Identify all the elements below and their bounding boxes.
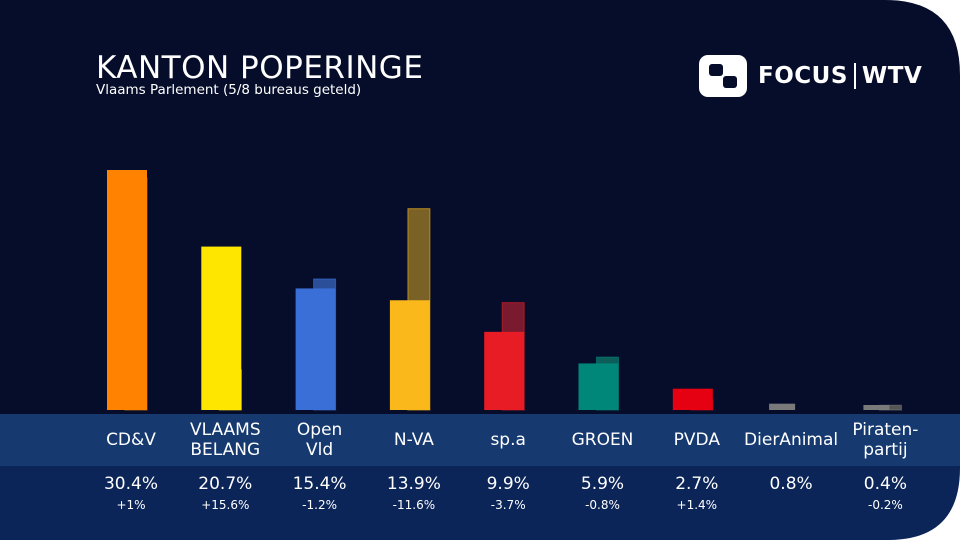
value-labels: 30.4% 20.7% 15.4% 13.9% 9.9% 5.9% 2.7% 0.8% 0.4% <box>104 474 907 494</box>
value-label: 20.7% <box>198 474 252 494</box>
change-label: +1% <box>116 498 145 512</box>
change-label: -1.2% <box>302 498 337 512</box>
change-label: -0.2% <box>868 498 903 512</box>
value-label: 30.4% <box>104 474 158 494</box>
logo-brand-right: WTV <box>861 62 923 89</box>
category-label: VLAAMS <box>190 420 261 440</box>
category-label: PVDA <box>674 430 721 450</box>
category-label: N-VA <box>394 430 434 450</box>
current-bar <box>863 405 890 410</box>
category-label: BELANG <box>190 440 260 460</box>
category-label: DierAnimal <box>744 430 838 450</box>
logo-brand-left: FOCUS <box>758 62 848 89</box>
change-label: -0.8% <box>585 498 620 512</box>
category-label-band <box>0 414 960 466</box>
category-label: GROEN <box>572 430 634 450</box>
current-result-bars <box>107 170 890 410</box>
value-label: 9.9% <box>487 474 530 494</box>
current-bar <box>295 288 336 410</box>
change-labels: +1% +15.6% -1.2% -11.6% -3.7% -0.8% +1.4% -0.2% <box>116 498 902 512</box>
category-label: Open <box>297 420 342 440</box>
current-bar <box>672 388 713 410</box>
value-band <box>0 466 960 540</box>
current-bar <box>769 403 796 410</box>
value-label: 13.9% <box>387 474 441 494</box>
current-bar <box>484 331 525 410</box>
logo-wordmark: FOCUS WTV <box>758 63 922 90</box>
chart-title: KANTON POPERINGE <box>96 50 424 86</box>
value-label: 15.4% <box>293 474 347 494</box>
chart-subtitle: Vlaams Parlement (5/8 bureaus geteld) <box>96 82 362 98</box>
category-label: Vld <box>306 440 333 460</box>
category-label: sp.a <box>490 430 525 450</box>
current-bar <box>107 170 147 410</box>
change-label: -11.6% <box>393 498 435 512</box>
category-label: CD&V <box>106 430 156 450</box>
focus-wtv-logo: FOCUS WTV <box>698 54 922 98</box>
value-label: 0.4% <box>864 474 907 494</box>
focus-logo-icon <box>699 55 747 97</box>
category-label: partij <box>863 440 907 460</box>
change-label: +15.6% <box>201 498 249 512</box>
value-label: 2.7% <box>675 474 718 494</box>
logo-separator <box>853 63 856 90</box>
current-bar <box>578 363 619 410</box>
category-label: Piraten- <box>852 420 918 440</box>
current-bar <box>201 246 242 410</box>
change-label: +1.4% <box>677 498 718 512</box>
change-label: -3.7% <box>491 498 526 512</box>
current-bar <box>389 300 430 410</box>
value-label: 5.9% <box>581 474 624 494</box>
value-label: 0.8% <box>769 474 812 494</box>
corner-cutout <box>888 468 960 540</box>
